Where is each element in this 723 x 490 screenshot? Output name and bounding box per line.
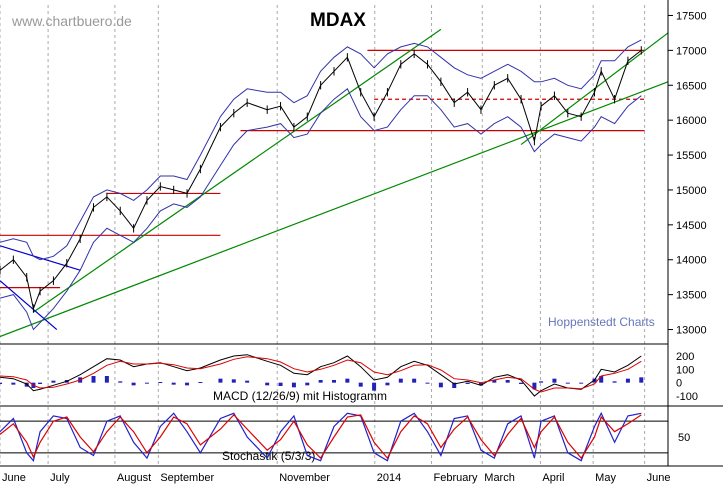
price-tick-label: 14000 xyxy=(676,255,707,267)
macd-histogram-bar xyxy=(104,376,109,383)
downtrend-line xyxy=(0,245,81,271)
month-label: June xyxy=(647,472,671,484)
macd-histogram-bar xyxy=(385,382,390,386)
stochastic-panel: 50 xyxy=(0,405,723,462)
stochastic-tick-label: 50 xyxy=(678,432,690,444)
macd-histogram-bar xyxy=(452,382,457,388)
price-line xyxy=(0,50,642,311)
month-label: July xyxy=(50,472,70,484)
macd-histogram-bar xyxy=(478,382,483,386)
macd-histogram-bar xyxy=(11,382,16,385)
macd-histogram-bar xyxy=(358,382,363,387)
macd-histogram-bar xyxy=(231,379,236,383)
macd-tick-label: 0 xyxy=(676,378,682,390)
month-label: November xyxy=(279,472,330,484)
macd-histogram-bar xyxy=(625,378,630,383)
macd-histogram-bar xyxy=(465,382,470,384)
macd-histogram-bar xyxy=(519,382,524,384)
macd-histogram-bar xyxy=(91,376,96,383)
price-tick-label: 16500 xyxy=(676,80,707,92)
macd-histogram-bar xyxy=(539,381,544,383)
stochastic-d-line xyxy=(0,414,642,460)
month-label: September xyxy=(160,472,214,484)
chart-title: MDAX xyxy=(310,10,366,31)
bollinger-bands-layer xyxy=(0,39,642,331)
credit-label: Hoppenstedt Charts xyxy=(548,315,655,329)
price-tick-label: 16000 xyxy=(676,115,707,127)
macd-signal-line xyxy=(0,356,642,393)
macd-histogram-bar xyxy=(332,380,336,383)
price-tick-label: 15500 xyxy=(676,150,707,162)
macd-histogram-bar xyxy=(398,378,403,383)
price-tick-label: 17000 xyxy=(676,45,707,57)
macd-histogram-bar xyxy=(532,382,537,390)
month-label: August xyxy=(117,472,151,484)
macd-histogram-bar xyxy=(492,380,497,383)
price-tick-label: 17500 xyxy=(676,10,707,22)
macd-histogram-bar xyxy=(372,382,377,391)
macd-histogram-bar xyxy=(318,380,323,383)
price-tick-label: 13000 xyxy=(676,325,707,337)
price-tick-label: 15000 xyxy=(676,185,707,197)
month-label: May xyxy=(595,472,616,484)
macd-histogram-bar xyxy=(144,382,149,384)
macd-histogram-bar xyxy=(345,378,350,383)
macd-histogram-bar xyxy=(592,378,597,383)
bollinger-lower-line xyxy=(0,88,642,331)
price-bars-layer xyxy=(0,46,642,313)
macd-histogram-bar xyxy=(278,382,283,386)
macd-tick-label: 200 xyxy=(676,351,694,363)
stochastic-k-line xyxy=(0,411,642,462)
macd-histogram-bar xyxy=(291,382,296,388)
macd-histogram-bar xyxy=(185,382,190,386)
macd-histogram-bar xyxy=(198,382,203,383)
macd-histogram-bar xyxy=(612,381,617,383)
watermark: www.chartbuero.de xyxy=(11,13,132,29)
macd-histogram-bar xyxy=(158,382,163,383)
macd-histogram-bar xyxy=(245,380,250,383)
month-label: April xyxy=(542,472,564,484)
price-tick-label: 13500 xyxy=(676,290,707,302)
macd-histogram-bar xyxy=(171,382,176,385)
macd-histogram-bar xyxy=(265,382,270,386)
macd-histogram-bar xyxy=(565,382,570,384)
overlay-lines-layer xyxy=(0,28,669,338)
macd-tick-label: 100 xyxy=(676,364,694,376)
macd-tick-label: -100 xyxy=(676,391,698,403)
macd-histogram-bar xyxy=(218,378,223,383)
bollinger-upper-line xyxy=(0,39,642,261)
macd-histogram-bar xyxy=(579,382,584,384)
macd-histogram-bar xyxy=(425,382,430,384)
macd-histogram-bar xyxy=(0,382,2,384)
month-label: June xyxy=(2,472,26,484)
month-label: 2014 xyxy=(377,472,401,484)
macd-histogram-bar xyxy=(552,378,557,383)
trend-steep-line xyxy=(33,28,442,313)
price-tick-label: 14500 xyxy=(676,220,707,232)
macd-histogram-bar xyxy=(118,381,123,383)
month-label: March xyxy=(484,472,515,484)
macd-histogram-bar xyxy=(51,380,56,383)
macd-histogram-bar xyxy=(412,378,417,383)
macd-histogram-bar xyxy=(599,376,604,383)
trend-long-line xyxy=(0,81,669,338)
month-label: February xyxy=(434,472,479,484)
macd-histogram-bar xyxy=(438,382,443,388)
macd-histogram-bar xyxy=(305,382,310,386)
macd-histogram-bar xyxy=(639,377,644,383)
macd-histogram-bar xyxy=(131,382,136,386)
macd-histogram-bar xyxy=(38,382,43,384)
macd-label: MACD (12/26/9) mit Histogramm xyxy=(213,389,387,403)
macd-histogram-bar xyxy=(505,380,510,383)
downtrend-2-line xyxy=(0,280,58,330)
